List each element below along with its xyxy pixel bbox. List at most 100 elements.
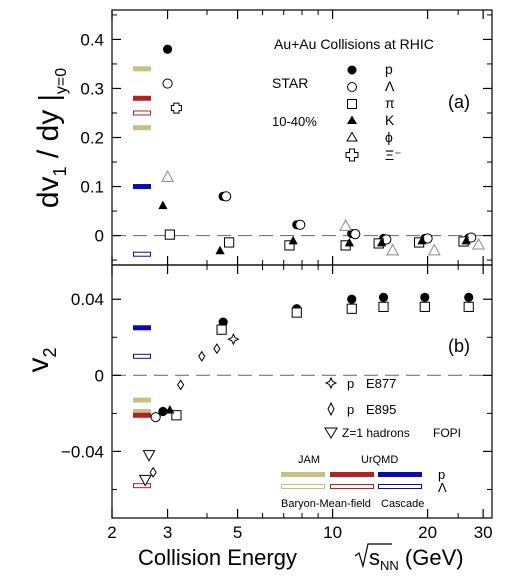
point-b-p — [218, 317, 228, 327]
y-tick-label-a: 0.1 — [80, 178, 104, 197]
model-band-jam — [133, 66, 151, 72]
point-a-series — [170, 102, 182, 114]
point-b-e895-p — [213, 343, 221, 355]
point-b-series — [463, 301, 474, 312]
legend-a-marker-phi — [346, 131, 358, 142]
point-a-series — [427, 243, 441, 256]
model-legend-cascade-filled — [378, 472, 422, 477]
panel-b-label: (b) — [448, 336, 470, 356]
legend-b: p E877 p E895 Z=1 hadrons FOPI — [324, 376, 461, 440]
point-b-series — [216, 324, 227, 335]
point-a-k — [158, 200, 168, 210]
point-b-p — [158, 406, 168, 417]
legend-a-marker-xi — [345, 148, 359, 162]
point-a-k — [215, 245, 225, 255]
model-band-cascade — [133, 184, 151, 190]
legend-a-marker-p — [347, 65, 357, 75]
point-b-e895-p — [198, 350, 206, 362]
point-a-k — [344, 237, 354, 247]
model-band-jam — [133, 408, 151, 414]
legend-a-label-phi: ϕ — [385, 129, 393, 145]
point-a-series — [472, 237, 485, 250]
point-a-k — [288, 235, 298, 245]
legend-a-marker-k — [347, 115, 357, 124]
y-tick-label-a: 0.4 — [80, 30, 104, 49]
panel-a-label: (a) — [448, 92, 470, 112]
point-a-series — [339, 219, 353, 231]
legend-b-label-e877: p — [347, 376, 354, 391]
legend-a-label-k: K — [385, 112, 395, 128]
x-tick-label: 2 — [107, 523, 116, 542]
panel-b-frame — [111, 264, 493, 519]
system-annotation: Au+Au Collisions at RHIC — [274, 36, 434, 52]
point-a-series — [224, 237, 235, 248]
legend-b-label-fopi: Z=1 hadrons — [342, 426, 410, 440]
model-band-urqmd-open — [133, 110, 151, 116]
model-legend-urqmd-open — [330, 484, 374, 489]
legend-b-label-e895: p — [347, 402, 354, 417]
model-legend-urqmd: UrQMD — [361, 454, 398, 466]
model-band-cascade-open — [133, 251, 151, 257]
y-tick-label-a: 0.2 — [80, 129, 104, 148]
legend-a-label-xi: Ξ⁻ — [385, 147, 402, 163]
point-b-p — [378, 292, 389, 302]
point-a-series — [386, 243, 400, 256]
model-band-jam — [133, 397, 151, 403]
point-b-series — [171, 410, 182, 421]
x-tick-label: 30 — [474, 523, 493, 542]
sqrt-sign — [354, 543, 392, 569]
model-legend-cascade-open — [378, 484, 422, 489]
x-tick-label: 5 — [233, 523, 242, 542]
point-a-series — [161, 170, 175, 182]
centrality-annotation: 10-40% — [272, 114, 317, 129]
point-b-series — [419, 301, 430, 312]
point-a-series — [162, 78, 173, 89]
point-b-series — [346, 303, 357, 314]
legend-a: p Λ π K ϕ Ξ⁻ — [345, 61, 402, 163]
model-legend: JAM UrQMD p Λ Baryon-Mean-field Cascade — [281, 454, 447, 510]
y-axis-title-a: dv1 / dy |y=0 — [32, 68, 70, 208]
model-legend-jam-open — [281, 484, 325, 489]
point-b-series — [378, 301, 389, 312]
model-band-cascade-open — [133, 353, 151, 359]
point-b-k — [165, 404, 175, 414]
x-axis-title: Collision Energy — [138, 545, 297, 570]
legend-a-label-lambda: Λ — [385, 78, 395, 94]
y-tick-label-b: 0 — [95, 366, 104, 385]
legend-b-marker-fopi — [324, 427, 338, 439]
legend-a-marker-lambda — [347, 82, 357, 92]
model-band-urqmd — [133, 412, 151, 418]
model-band-urqmd-open — [133, 483, 151, 489]
point-a-series — [350, 229, 361, 240]
panel-a-plot — [111, 10, 492, 265]
legend-b-marker-e895 — [327, 401, 335, 417]
point-a-series — [221, 191, 232, 202]
y-axis-title-b: v2 — [22, 347, 60, 372]
model-legend-lambda: Λ — [438, 480, 447, 495]
point-b-fopi-z-1-hadrons — [138, 474, 152, 487]
model-legend-cascade: Cascade — [381, 498, 424, 510]
point-b-p — [464, 292, 474, 302]
model-band-cascade — [133, 325, 151, 331]
y-tick-label-b: 0.04 — [71, 290, 104, 309]
point-a-k — [377, 237, 387, 247]
point-a-k — [461, 235, 471, 245]
panel-b-plot — [111, 265, 492, 518]
point-a-series — [284, 240, 295, 251]
model-band-jam — [133, 125, 151, 131]
point-b-p — [347, 294, 357, 304]
legend-b-exp-fopi: FOPI — [433, 426, 461, 440]
legend-a-label-pi: π — [385, 95, 395, 111]
point-b-e895-p — [149, 466, 157, 478]
y-tick-label-b: −0.04 — [61, 442, 104, 461]
legend-b-marker-e877 — [324, 376, 338, 390]
point-a-k — [417, 235, 427, 245]
legend-a-label-p: p — [385, 61, 393, 77]
point-a-series — [295, 219, 306, 230]
model-band-urqmd — [133, 95, 151, 101]
point-b-e895-p — [177, 379, 185, 391]
point-b-fopi-z-1-hadrons — [142, 450, 156, 462]
y-tick-label-a: 0.3 — [80, 79, 104, 98]
model-legend-jam-filled — [281, 472, 325, 477]
